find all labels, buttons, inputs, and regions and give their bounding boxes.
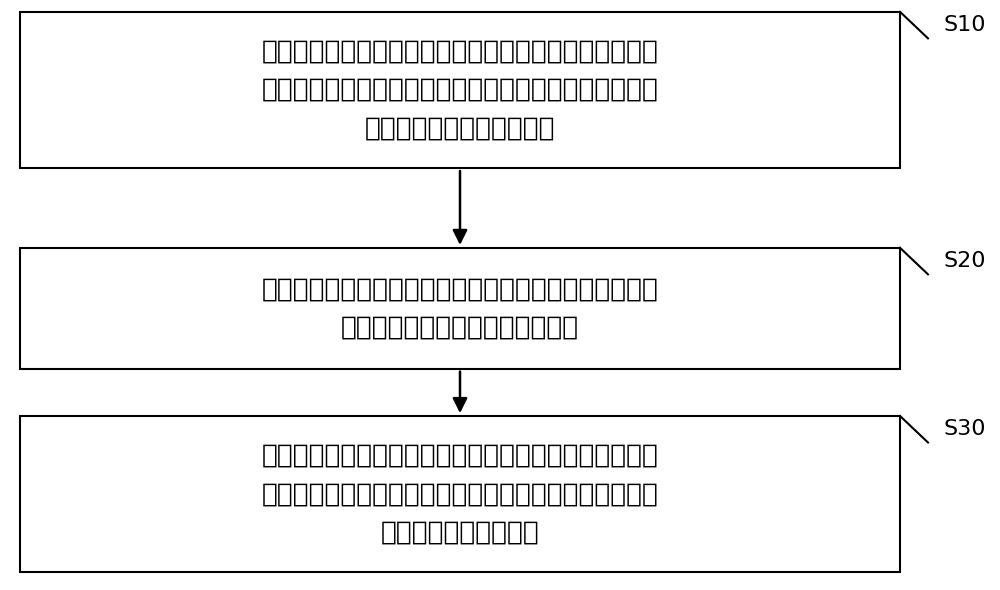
Text: 以及网侧变流器控制器模型: 以及网侧变流器控制器模型 bbox=[365, 115, 555, 142]
Text: 制器模型建立次同步谐振预测模型: 制器模型建立次同步谐振预测模型 bbox=[341, 314, 579, 340]
Text: S30: S30 bbox=[943, 419, 986, 439]
Text: 根据所述次同步谐振频率预测模型预测风电场的谐振频率: 根据所述次同步谐振频率预测模型预测风电场的谐振频率 bbox=[262, 442, 658, 469]
Text: 信号及内部物理量关系建立网侧变流器模型、锁相环模型: 信号及内部物理量关系建立网侧变流器模型、锁相环模型 bbox=[262, 77, 658, 103]
Text: 整，以抑制次同步谐振: 整，以抑制次同步谐振 bbox=[381, 519, 539, 546]
Text: S10: S10 bbox=[943, 15, 986, 35]
Text: 采集风电场系统网侧变流器的输出信号，并根据所述输出: 采集风电场系统网侧变流器的输出信号，并根据所述输出 bbox=[262, 38, 658, 65]
Bar bbox=[20, 416, 900, 572]
Bar bbox=[20, 248, 900, 369]
Text: S20: S20 bbox=[943, 251, 986, 271]
Text: 点，并根据预测到的谐振频率点对所述风电场系统进行调: 点，并根据预测到的谐振频率点对所述风电场系统进行调 bbox=[262, 481, 658, 507]
Text: 根据所述网侧变流器模型、锁相环模型以及网侧变流器控: 根据所述网侧变流器模型、锁相环模型以及网侧变流器控 bbox=[262, 276, 658, 302]
Bar bbox=[20, 12, 900, 168]
